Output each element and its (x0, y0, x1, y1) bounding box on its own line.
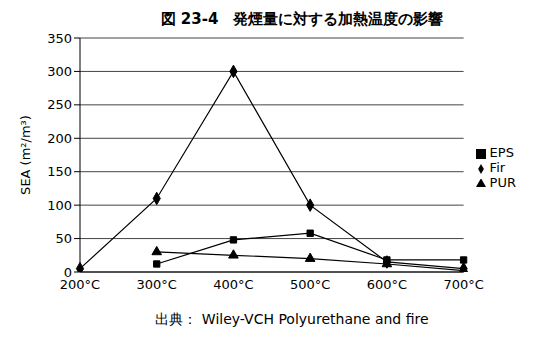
html-text:EPS: EPS (489, 145, 514, 160)
html-text:Fir: Fir (489, 160, 506, 175)
svg-text:400°C: 400°C (213, 277, 253, 292)
svg-text:50: 50 (55, 231, 72, 246)
html-text:出典： Wiley-VCH Polyurethane and: 出典： Wiley-VCH Polyurethane and fire (155, 311, 429, 327)
html-text:図 23-4 発煙量に対する加熱温度の影響: 図 23-4 発煙量に対する加熱温度の影響 (160, 10, 444, 28)
svg-text:SEA (m²/m³): SEA (m²/m³) (18, 115, 33, 195)
svg-text:0: 0 (64, 265, 72, 280)
svg-text:200: 200 (47, 131, 72, 146)
svg-text:300: 300 (47, 64, 72, 79)
svg-text:150: 150 (47, 164, 72, 179)
html-text:PUR: PUR (489, 175, 516, 190)
svg-text:200°C: 200°C (59, 277, 101, 293)
svg-text:500°C: 500°C (290, 277, 330, 292)
svg-text:600°C: 600°C (367, 277, 407, 292)
svg-text:100: 100 (47, 198, 72, 213)
svg-text:350: 350 (47, 31, 72, 46)
svg-text:300°C: 300°C (137, 277, 177, 292)
svg-text:700°C: 700°C (443, 277, 483, 292)
svg-text:250: 250 (47, 97, 72, 112)
